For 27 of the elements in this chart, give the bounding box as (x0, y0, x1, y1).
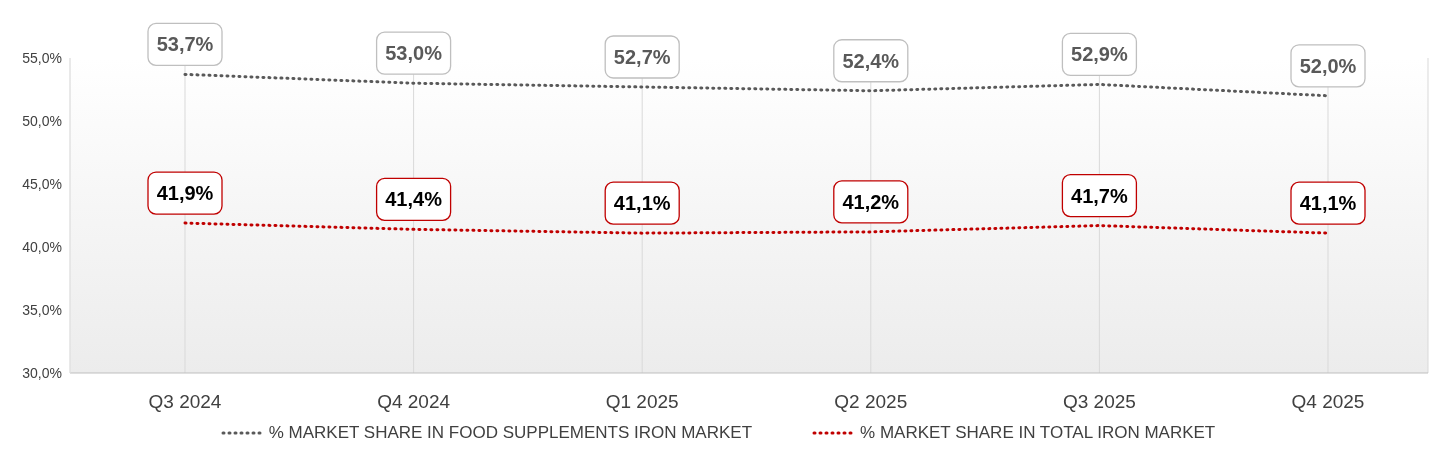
x-tick-label: Q2 2025 (834, 391, 908, 413)
y-tick-label: 40,0% (22, 238, 62, 255)
data-label: 53,0% (385, 42, 443, 65)
data-label: 41,1% (613, 192, 671, 215)
legend-label: % MARKET SHARE IN TOTAL IRON MARKET (859, 423, 1216, 443)
data-label: 53,7% (156, 33, 214, 56)
data-label: 52,7% (613, 45, 671, 68)
y-tick-label: 55,0% (22, 49, 62, 66)
data-label: 52,0% (1299, 54, 1357, 77)
x-tick-label: Q4 2024 (377, 391, 451, 413)
x-tick-label: Q3 2025 (1062, 391, 1136, 413)
y-tick-label: 30,0% (22, 364, 62, 381)
y-tick-label: 35,0% (22, 301, 62, 318)
data-label: 41,4% (385, 188, 443, 211)
y-tick-label: 50,0% (22, 112, 62, 129)
data-label: 52,9% (1071, 43, 1128, 66)
x-tick-label: Q3 2024 (148, 391, 222, 413)
data-label: 41,2% (842, 190, 900, 213)
data-label: 52,4% (842, 49, 900, 72)
x-tick-label: Q4 2025 (1291, 391, 1365, 413)
data-label: 41,7% (1071, 184, 1128, 207)
data-label: 41,1% (1299, 192, 1357, 215)
line-series (183, 221, 1330, 235)
legend-label: % MARKET SHARE IN FOOD SUPPLEMENTS IRON MARKET (267, 423, 753, 443)
x-tick-label: Q1 2025 (605, 391, 679, 413)
y-tick-label: 45,0% (22, 175, 62, 192)
data-label: 41,9% (156, 182, 214, 205)
